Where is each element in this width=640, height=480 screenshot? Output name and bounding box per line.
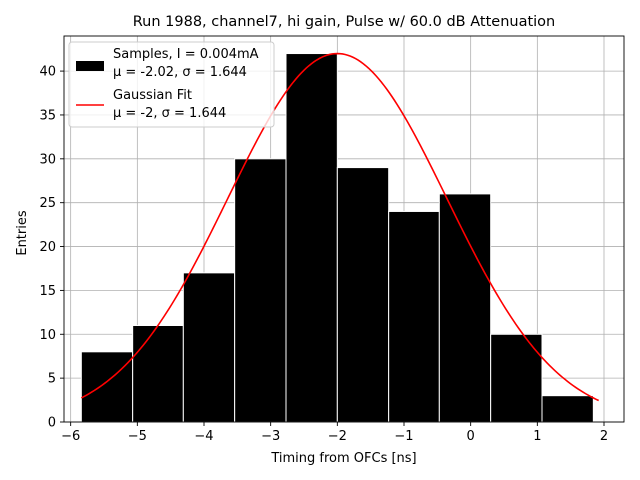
x-tick-label: 1 xyxy=(533,429,541,444)
x-tick-label: −5 xyxy=(128,429,147,444)
histogram-bar xyxy=(285,53,338,423)
histogram-bars xyxy=(80,53,594,423)
x-tick-label: −4 xyxy=(194,429,213,444)
y-axis-label: Entries xyxy=(15,210,30,256)
legend-histogram-swatch xyxy=(76,61,104,71)
legend-fit-stats: μ = -2, σ = 1.644 xyxy=(113,106,226,121)
histogram-bar xyxy=(388,210,440,423)
histogram-bar xyxy=(182,272,236,423)
x-tick-label: 0 xyxy=(467,429,475,444)
y-tick-label: 30 xyxy=(39,152,56,167)
histogram-bar xyxy=(438,193,492,423)
y-tick-label: 40 xyxy=(39,65,56,80)
y-tick-label: 0 xyxy=(48,416,56,431)
legend: Samples, I = 0.004mA μ = -2.02, σ = 1.64… xyxy=(68,41,275,128)
histogram-bar xyxy=(132,325,184,423)
plot-frame xyxy=(63,35,625,423)
legend-histogram-stats: μ = -2.02, σ = 1.644 xyxy=(113,65,247,80)
y-tick-label: 20 xyxy=(39,240,56,255)
x-axis-ticks: −6 −5 −4 −3 −2 −1 0 1 2 xyxy=(61,422,608,444)
legend-fit-label: Gaussian Fit xyxy=(113,88,192,103)
x-axis-label: Timing from OFCs [ns] xyxy=(270,451,416,466)
histogram-bar xyxy=(234,158,287,423)
histogram-bar xyxy=(541,395,594,423)
histogram-bar xyxy=(80,351,134,423)
legend-box xyxy=(68,41,275,128)
legend-histogram-label: Samples, I = 0.004mA xyxy=(113,47,259,62)
x-tick-label: −3 xyxy=(261,429,280,444)
y-tick-label: 5 xyxy=(48,372,56,387)
y-tick-label: 10 xyxy=(39,328,56,343)
y-tick-label: 15 xyxy=(39,284,56,299)
y-axis-ticks: 0 5 10 15 20 25 30 35 40 xyxy=(39,65,64,431)
histogram-bar xyxy=(490,333,543,423)
x-tick-label: 2 xyxy=(600,429,608,444)
x-tick-label: −2 xyxy=(328,429,347,444)
y-tick-label: 25 xyxy=(39,196,56,211)
chart-title: Run 1988, channel7, hi gain, Pulse w/ 60… xyxy=(133,14,556,30)
x-tick-label: −6 xyxy=(61,429,80,444)
histogram-bar xyxy=(336,167,390,423)
y-tick-label: 35 xyxy=(39,108,56,123)
x-tick-label: −1 xyxy=(394,429,413,444)
gaussian-fit-curve xyxy=(80,52,600,402)
